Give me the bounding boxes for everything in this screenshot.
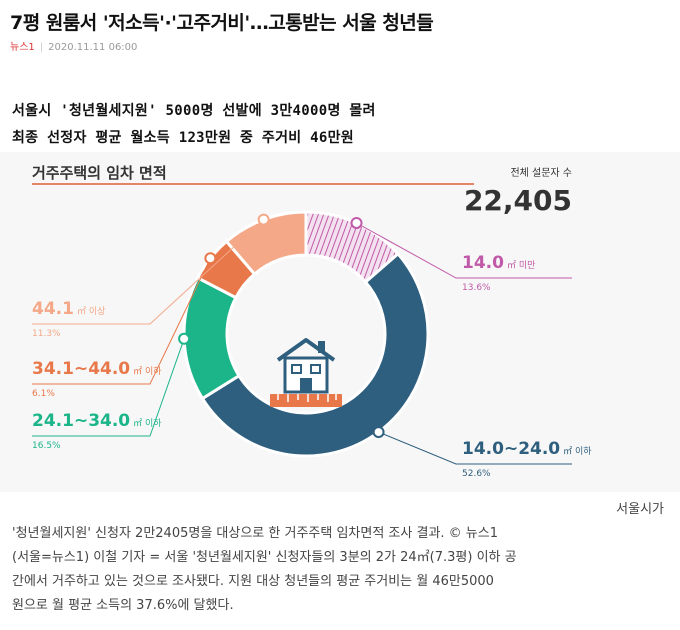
callout-dot bbox=[178, 332, 191, 345]
callout-dot bbox=[350, 216, 363, 229]
callout-line bbox=[356, 222, 572, 279]
infographic: 거주주택의 임차 면적 전체 설문자 수 22,405 14.0 ㎡ 미만 13.6… bbox=[0, 152, 680, 492]
callout-line bbox=[32, 338, 185, 437]
slice-percent: 11.3% bbox=[32, 329, 61, 339]
slice-percent: 13.6% bbox=[462, 283, 491, 293]
callout-dot bbox=[204, 252, 217, 265]
donut-slice-2 bbox=[200, 251, 430, 458]
caption-line: (서울=뉴스1) 이철 기자 = 서울 '청년월세지원' 신청자들의 3분의 2… bbox=[12, 550, 517, 565]
slice-label-14-0-24-0: 14.0~24.0 ㎡ 이하 bbox=[462, 439, 592, 459]
publish-datetime: 2020.11.11 06:00 bbox=[48, 42, 138, 53]
callout-dot bbox=[257, 213, 270, 226]
slice-label-24-1-34-0: 24.1~34.0 ㎡ 이하 bbox=[32, 411, 162, 431]
slice-callouts: 14.0 ㎡ 미만 13.6% 14.0~24.0 ㎡ 이하 52.6% 24.1~34.0… bbox=[32, 213, 592, 479]
slice-label-14-0: 14.0 ㎡ 미만 bbox=[462, 253, 535, 273]
meta-divider: | bbox=[39, 42, 44, 53]
caption-line: 간에서 거주하고 있는 것으로 조사됐다. 지원 대상 청년들의 평균 주거비는… bbox=[12, 574, 494, 589]
caption-line: 서울시가 bbox=[616, 502, 664, 517]
subheadline-2: 최종 선정자 평균 월소득 123만원 중 주거비 46만원 bbox=[12, 130, 354, 146]
subheadline-1: 서울시 '청년월세지원' 5000명 선발에 3만4000명 몰려 bbox=[12, 103, 376, 119]
callout-line bbox=[32, 219, 264, 325]
slice-percent: 6.1% bbox=[32, 389, 55, 399]
donut-slices bbox=[182, 210, 430, 458]
slice-percent: 52.6% bbox=[462, 469, 491, 479]
donut-chart: 거주주택의 임차 면적 전체 설문자 수 22,405 14.0 ㎡ 미만 13.6… bbox=[32, 164, 592, 479]
callout-line bbox=[32, 258, 211, 385]
slice-percent: 16.5% bbox=[32, 441, 61, 451]
slice-label-34-1-44-0: 34.1~44.0 ㎡ 이하 bbox=[32, 359, 162, 379]
photo-caption: 서울시가 '청년월세지원' 신청자 2만2405명을 대상으로 한 거주주택 임… bbox=[12, 498, 672, 618]
total-label: 전체 설문자 수 bbox=[510, 167, 572, 179]
chart-title: 거주주택의 임차 면적 bbox=[32, 164, 167, 182]
callout-line bbox=[378, 431, 572, 465]
callout-dot bbox=[372, 426, 385, 439]
source-name[interactable]: 뉴스1 bbox=[10, 42, 35, 53]
article-meta: 뉴스1 | 2020.11.11 06:00 bbox=[10, 38, 137, 53]
caption-line: '청년월세지원' 신청자 2만2405명을 대상으로 한 거주주택 임차면적 조… bbox=[12, 526, 498, 541]
article-headline: 7평 원룸서 '저소득'·'고주거비'…고통받는 서울 청년들 bbox=[10, 12, 434, 34]
donut-slice-5 bbox=[224, 210, 308, 277]
caption-line: 원으로 월 평균 소득의 37.6%에 달했다. bbox=[12, 598, 234, 613]
house-ruler-icon bbox=[270, 338, 342, 407]
slice-label-44-1: 44.1 ㎡ 이상 bbox=[32, 299, 105, 319]
total-value: 22,405 bbox=[464, 184, 572, 217]
